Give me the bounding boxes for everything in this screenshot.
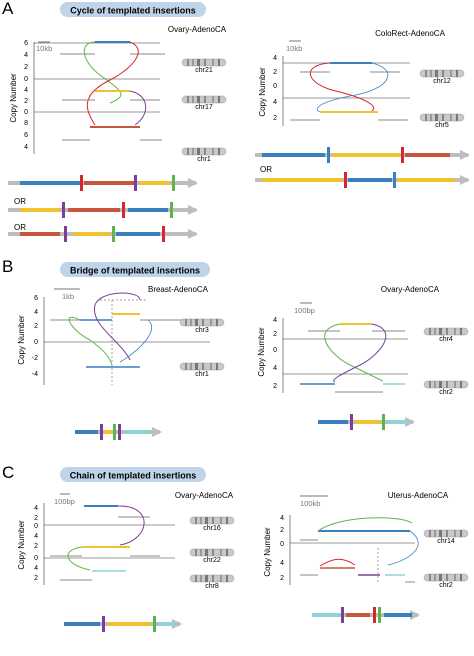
chromosome-label: chr22 [203, 557, 221, 564]
tick-label: 4 [273, 365, 277, 372]
sample-label: Ovary-AdenoCA [168, 25, 227, 34]
scale-bar-label: 10kb [36, 44, 52, 53]
y-axis-label: Copy Number [9, 73, 18, 123]
plot-a1: 6 4 2 0 4 2 0 8 6 4 Copy Number 10kb Ova… [9, 25, 227, 163]
tick-label: -2 [32, 355, 38, 362]
panel-title-a: Cycle of templated insertions [70, 6, 196, 16]
panel-title-pill-a [60, 2, 206, 17]
plot-c1: 4 2 0 4 2 0 4 2 Copy Number 100bp Ovary-… [17, 491, 235, 590]
chromosome-label: chr4 [439, 336, 453, 343]
tick-label: -4 [32, 371, 38, 378]
tick-label: 2 [273, 115, 277, 122]
y-axis-label: Copy Number [258, 67, 267, 117]
tick-label: 2 [24, 98, 28, 105]
tick-label: 4 [273, 99, 277, 106]
tick-label: 4 [280, 515, 284, 522]
chromosome-label: chr5 [435, 122, 449, 129]
y-axis-label: Copy Number [257, 327, 266, 377]
plot-b2: 4 2 0 4 2 Copy Number 100bp Ovary-AdenoC… [257, 285, 469, 396]
tick-label: 2 [34, 575, 38, 582]
tick-label: 2 [24, 64, 28, 71]
tick-label: 4 [34, 565, 38, 572]
sample-label: Breast-AdenoCA [148, 285, 209, 294]
y-axis-label: Copy Number [17, 315, 26, 365]
tick-label: 2 [273, 383, 277, 390]
chromosome-label: chr17 [195, 104, 213, 111]
chromosome-label: chr8 [205, 583, 219, 590]
chromosome-label: chr21 [195, 67, 213, 74]
panel-title-c: Chain of templated insertions [70, 471, 197, 481]
tick-label: 8 [24, 120, 28, 127]
chromosome-label: chr14 [437, 538, 455, 545]
chromosome-label: chr2 [439, 389, 453, 396]
chromosome-label: chr3 [195, 327, 209, 334]
tick-label: 2 [273, 331, 277, 338]
or-label: OR [14, 223, 26, 232]
plot-a2: 4 2 0 4 2 Copy Number 10kb ColoRect-Aden… [258, 29, 465, 129]
chromosome-label: chr1 [197, 156, 211, 163]
tick-label: 4 [34, 533, 38, 540]
tick-label: 4 [24, 52, 28, 59]
arrangement-c1 [64, 616, 182, 632]
arrangement-b1 [75, 424, 162, 440]
plot-c2: 4 2 0 4 2 Copy Number 100kb Uterus-Adeno… [263, 491, 469, 589]
tick-label: 0 [34, 339, 38, 346]
tick-label: 0 [280, 541, 284, 548]
tick-label: 0 [24, 109, 28, 116]
tick-label: 2 [34, 515, 38, 522]
tick-label: 6 [34, 295, 38, 302]
sample-label: Ovary-AdenoCA [175, 491, 234, 500]
tick-label: 4 [24, 87, 28, 94]
panel-title-pill-c [60, 467, 206, 482]
y-axis-label: Copy Number [17, 520, 26, 570]
panel-letter-c: C [2, 463, 14, 482]
tick-label: 6 [24, 40, 28, 47]
scale-bar-label: 10kb [286, 44, 302, 53]
tick-label: 4 [280, 560, 284, 567]
panel-title-b: Bridge of templated insertions [70, 266, 200, 276]
or-label: OR [260, 165, 272, 174]
tick-label: 6 [24, 132, 28, 139]
tick-label: 0 [24, 76, 28, 83]
tick-label: 2 [273, 69, 277, 76]
tick-label: 2 [34, 323, 38, 330]
arrangement-b2 [318, 414, 415, 430]
panel-letter-a: A [2, 0, 14, 18]
sample-label: Ovary-AdenoCA [381, 285, 440, 294]
arrangement-a1: OR OR [8, 175, 198, 242]
tick-label: 2 [280, 527, 284, 534]
arrangement-a2: OR [255, 147, 470, 188]
panel-title-pill-b [60, 262, 210, 277]
scale-bar-label: 1kb [62, 292, 74, 301]
tick-label: 0 [34, 523, 38, 530]
y-axis-label: Copy Number [263, 527, 272, 577]
scale-bar-label: 100kb [300, 499, 320, 508]
panel-letter-b: B [2, 257, 13, 276]
tick-label: 4 [34, 309, 38, 316]
arrangement-c2 [312, 607, 420, 623]
sample-label: Uterus-AdenoCA [388, 491, 449, 500]
plot-b1: 6 4 2 0 -2 -4 Copy Number 1kb Breast-Ade… [17, 285, 225, 385]
chromosome-label: chr16 [203, 525, 221, 532]
scale-bar-label: 100bp [54, 497, 75, 506]
or-label: OR [14, 197, 26, 206]
tick-label: 2 [280, 575, 284, 582]
tick-label: 4 [273, 55, 277, 62]
tick-label: 0 [273, 347, 277, 354]
tick-label: 0 [273, 83, 277, 90]
tick-label: 4 [34, 505, 38, 512]
tick-label: 0 [34, 555, 38, 562]
scale-bar-label: 100bp [294, 306, 315, 315]
chromosome-label: chr2 [439, 582, 453, 589]
chromosome-label: chr12 [433, 78, 451, 85]
tick-label: 2 [34, 543, 38, 550]
chromosome-label: chr1 [195, 371, 209, 378]
tick-label: 4 [273, 317, 277, 324]
sample-label: ColoRect-AdenoCA [375, 29, 445, 38]
tick-label: 4 [24, 144, 28, 151]
